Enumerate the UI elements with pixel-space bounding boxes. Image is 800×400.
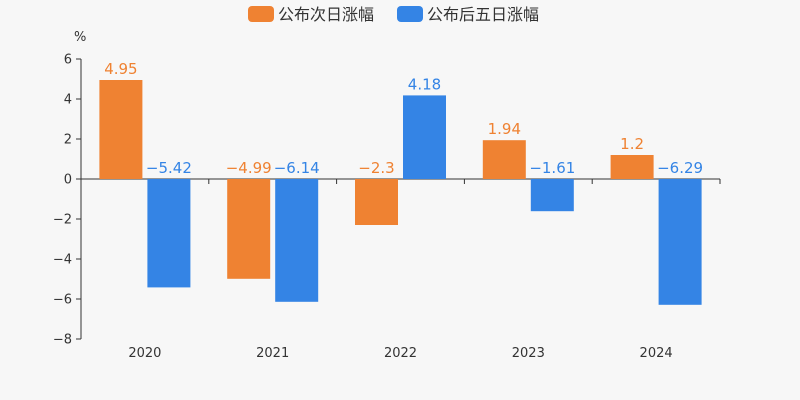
y-tick-label: 2	[64, 133, 72, 148]
x-tick-label: 2023	[512, 346, 545, 361]
legend-label-series-1: 公布次日涨幅	[278, 5, 374, 24]
bar-series-2-2021[interactable]	[275, 179, 319, 302]
y-tick-label: 0	[64, 173, 72, 188]
data-label-series-1-2024: 1.2	[620, 135, 644, 153]
y-axis-unit: %	[74, 30, 86, 45]
bar-series-1-2023[interactable]	[482, 140, 526, 179]
bar-series-1-2024[interactable]	[610, 155, 654, 179]
y-tick-label: 6	[64, 53, 72, 68]
x-tick-label: 2022	[384, 346, 417, 361]
legend-label-series-2: 公布后五日涨幅	[427, 5, 539, 24]
data-label-series-1-2023: 1.94	[488, 120, 521, 138]
axes: 6 4 2 0 −2 −4 −6 −8 2020 2021 2022 2023 2024	[53, 53, 721, 361]
x-tick-label: 2024	[640, 346, 673, 361]
y-tick-label: −4	[53, 253, 72, 268]
bar-series-2-2024[interactable]	[658, 179, 702, 305]
bar-series-1-2022[interactable]	[355, 179, 398, 225]
data-label-series-2-2022: 4.18	[408, 75, 441, 93]
bar-series-1-2020[interactable]	[99, 80, 143, 179]
bar-series-2-2023[interactable]	[530, 179, 574, 212]
data-label-series-2-2020: −5.42	[146, 159, 192, 177]
bars	[99, 80, 702, 305]
y-tick-label: −6	[53, 293, 72, 308]
data-label-series-2-2024: −6.29	[657, 159, 703, 177]
data-label-series-1-2022: −2.3	[358, 159, 394, 177]
bar-series-1-2021[interactable]	[227, 179, 271, 279]
x-tick-label: 2021	[256, 346, 289, 361]
legend-item-series-1[interactable]: 公布次日涨幅	[248, 5, 374, 24]
y-tick-label: 4	[64, 93, 72, 108]
value-labels: 4.95 −4.99 −2.3 1.94 1.2 −5.42 −6.14 4.18 −1.61 −…	[104, 60, 703, 177]
y-tick-label: −2	[53, 213, 72, 228]
data-label-series-2-2023: −1.61	[529, 159, 575, 177]
legend-item-series-2[interactable]: 公布后五日涨幅	[397, 5, 539, 24]
data-label-series-1-2020: 4.95	[104, 60, 137, 78]
x-tick-label: 2020	[128, 346, 161, 361]
legend-swatch-series-1	[248, 6, 274, 22]
bar-series-2-2022[interactable]	[403, 95, 446, 179]
data-label-series-2-2021: −6.14	[274, 159, 320, 177]
legend: 公布次日涨幅 公布后五日涨幅	[248, 5, 539, 24]
data-label-series-1-2021: −4.99	[226, 159, 272, 177]
legend-swatch-series-2	[397, 6, 423, 22]
y-tick-label: −8	[53, 333, 72, 348]
bar-series-2-2020[interactable]	[147, 179, 191, 288]
